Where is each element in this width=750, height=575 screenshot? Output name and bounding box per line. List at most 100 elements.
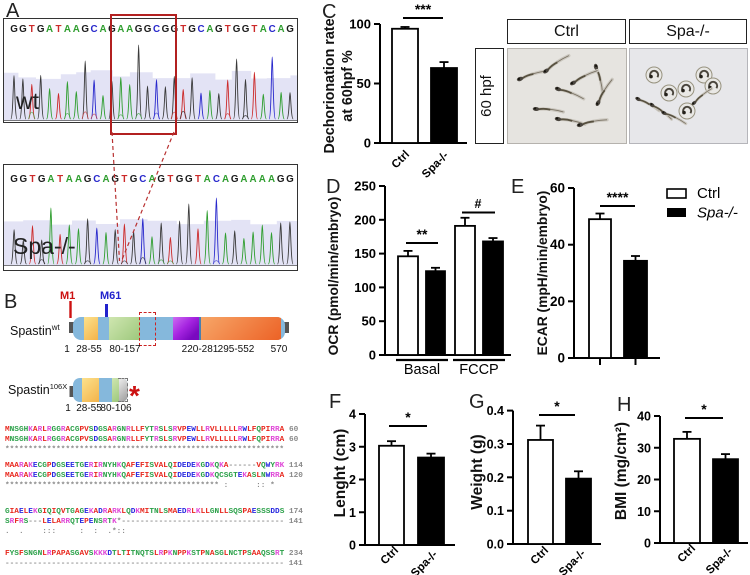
svg-text:A: A [278, 24, 285, 35]
svg-text:T: T [167, 174, 173, 185]
svg-text:G: G [84, 174, 92, 185]
svg-text:1: 1 [349, 506, 356, 520]
svg-text:G: G [233, 24, 241, 35]
svg-text:C: C [139, 174, 146, 185]
svg-text:Ctrl: Ctrl [379, 545, 401, 567]
svg-text:***: *** [415, 1, 432, 17]
svg-text:A: A [240, 174, 247, 185]
svg-text:3: 3 [349, 440, 356, 454]
svg-text:T: T [195, 174, 201, 185]
svg-text:0: 0 [369, 348, 376, 363]
svg-text:Ctrl: Ctrl [390, 149, 412, 171]
svg-text:A: A [117, 24, 124, 35]
svg-text:Basal: Basal [404, 362, 440, 378]
svg-text:4: 4 [349, 408, 356, 422]
svg-text:Ctrl: Ctrl [697, 185, 720, 202]
svg-text:A: A [47, 174, 54, 185]
svg-text:G: G [108, 24, 116, 35]
svg-text:****: **** [607, 189, 629, 205]
svg-text:250: 250 [354, 179, 376, 194]
svg-text:G: G [111, 174, 119, 185]
svg-text:Ctrl: Ctrl [529, 545, 551, 567]
svg-text:G: G [19, 24, 27, 35]
svg-text:A: A [126, 24, 133, 35]
svg-text:C: C [93, 174, 100, 185]
svg-text:A: A [73, 24, 80, 35]
svg-text:100: 100 [349, 17, 371, 32]
svg-text:G: G [242, 24, 250, 35]
svg-text:G: G [135, 24, 143, 35]
svg-text:20: 20 [637, 473, 651, 487]
svg-text:0: 0 [644, 537, 651, 551]
svg-text:G: G [144, 24, 152, 35]
svg-text:G: G [185, 174, 193, 185]
svg-text:40: 40 [550, 237, 565, 252]
svg-text:T: T [251, 24, 257, 35]
svg-text:A: A [64, 24, 71, 35]
svg-text:0: 0 [349, 539, 356, 553]
svg-text:Ctrl: Ctrl [676, 543, 698, 565]
svg-text:A: A [268, 174, 275, 185]
svg-text:G: G [176, 174, 184, 185]
svg-text:G: G [81, 24, 89, 35]
svg-text:*: * [701, 401, 707, 417]
svg-text:A: A [260, 24, 267, 35]
svg-text:G: G [277, 174, 285, 185]
svg-text:0: 0 [557, 351, 565, 366]
svg-text:0.4: 0.4 [487, 404, 504, 418]
svg-text:G: G [10, 24, 18, 35]
svg-text:G: G [231, 174, 239, 185]
svg-text:C: C [197, 24, 204, 35]
svg-text:A: A [66, 174, 73, 185]
svg-text:30: 30 [637, 441, 651, 455]
svg-text:0.3: 0.3 [487, 438, 504, 452]
svg-text:A: A [102, 174, 109, 185]
svg-text:G: G [37, 24, 45, 35]
svg-text:FCCP: FCCP [459, 362, 498, 378]
svg-text:Spa-/-: Spa-/- [704, 546, 735, 575]
svg-text:G: G [130, 174, 138, 185]
svg-text:150: 150 [354, 246, 376, 261]
svg-text:Spa-/-: Spa-/- [557, 548, 588, 575]
svg-text:C: C [269, 24, 276, 35]
svg-text:C: C [91, 24, 98, 35]
svg-text:T: T [30, 174, 36, 185]
svg-text:40: 40 [637, 410, 651, 424]
svg-text:G: G [38, 174, 46, 185]
svg-text:G: G [162, 24, 170, 35]
svg-text:A: A [75, 174, 82, 185]
svg-text:T: T [121, 174, 127, 185]
svg-text:T: T [56, 24, 62, 35]
svg-text:G: G [286, 174, 294, 185]
svg-text:20: 20 [550, 294, 565, 309]
svg-text:A: A [99, 24, 106, 35]
svg-text:A: A [46, 24, 53, 35]
svg-text:60: 60 [550, 181, 565, 196]
svg-text:G: G [10, 174, 18, 185]
svg-text:A: A [222, 174, 229, 185]
svg-text:2: 2 [349, 473, 356, 487]
svg-text:G: G [215, 24, 223, 35]
svg-text:50: 50 [362, 314, 376, 329]
svg-text:A: A [206, 24, 213, 35]
svg-text:C: C [213, 174, 220, 185]
svg-text:0.1: 0.1 [487, 504, 504, 518]
svg-text:A: A [259, 174, 266, 185]
svg-text:0.0: 0.0 [487, 538, 504, 552]
svg-text:50: 50 [357, 76, 371, 91]
svg-text:*: * [405, 409, 411, 425]
svg-text:10: 10 [637, 505, 651, 519]
svg-text:100: 100 [354, 280, 376, 295]
svg-text:G: G [170, 24, 178, 35]
svg-text:0.2: 0.2 [487, 471, 504, 485]
svg-text:T: T [180, 24, 186, 35]
svg-text:G: G [188, 24, 196, 35]
svg-text:#: # [475, 197, 482, 211]
svg-text:**: ** [417, 226, 428, 242]
svg-text:G: G [19, 174, 27, 185]
svg-text:G: G [286, 24, 294, 35]
svg-text:T: T [29, 24, 35, 35]
svg-text:A: A [204, 174, 211, 185]
svg-text:A: A [148, 174, 155, 185]
svg-text:200: 200 [354, 212, 376, 227]
